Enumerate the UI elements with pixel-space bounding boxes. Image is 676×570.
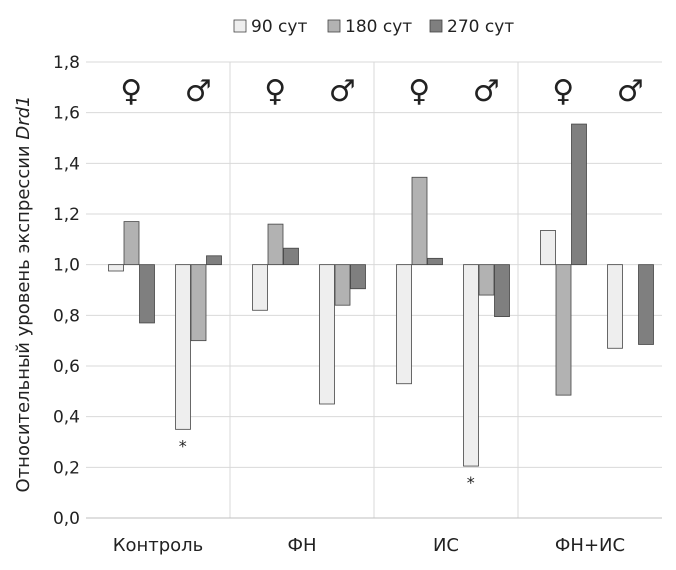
y-tick-label: 1,4 — [53, 154, 80, 174]
bar — [283, 247, 299, 266]
bar — [607, 264, 623, 349]
bar — [463, 264, 479, 467]
bar — [139, 264, 155, 324]
significance-marker: * — [467, 473, 475, 492]
bar — [396, 264, 412, 385]
female-icon: ♀ — [408, 74, 430, 109]
bar — [494, 264, 510, 317]
legend-swatch — [429, 19, 443, 33]
bar — [555, 264, 572, 396]
bars — [108, 123, 654, 467]
y-tick-label: 1,0 — [53, 256, 80, 276]
legend-label: 270 сут — [447, 17, 514, 37]
male-icon: ♂ — [329, 74, 356, 109]
axes: 0,0 0,2 0,4 0,6 0,8 1,0 1,2 1,4 1,6 1,8 Контроль ФН… — [13, 53, 662, 556]
bar — [350, 264, 366, 290]
y-tick-label: 1,8 — [53, 53, 80, 73]
bar — [123, 221, 140, 266]
y-axis-title: Относительный уровень экспрессии Drd1 — [13, 96, 34, 493]
bar — [252, 264, 268, 311]
y-tick-label: 0,8 — [53, 306, 80, 326]
male-icon: ♂ — [473, 74, 500, 109]
x-category-label: ФН+ИС — [555, 535, 625, 556]
y-tick-label: 0,0 — [53, 509, 80, 529]
y-tick-label: 1,2 — [53, 205, 80, 225]
y-tick-label: 0,4 — [53, 408, 80, 428]
y-tick-label: 1,6 — [53, 104, 80, 124]
labels: * * ♀ ♂ ♀ ♂ ♀ ♂ ♀ ♂ — [120, 74, 643, 492]
significance-marker: * — [179, 436, 187, 455]
x-category-label: Контроль — [113, 535, 204, 556]
bar — [411, 176, 428, 266]
bar — [319, 264, 335, 405]
female-icon: ♀ — [120, 74, 142, 109]
y-axis-title-text: Относительный уровень экспрессии — [13, 140, 34, 493]
bar — [571, 123, 587, 266]
y-tick-label: 0,6 — [53, 357, 80, 377]
male-icon: ♂ — [185, 74, 212, 109]
x-category-label: ИС — [433, 535, 459, 556]
legend-label: 90 сут — [251, 17, 307, 37]
bar — [427, 257, 443, 266]
legend-label: 180 сут — [345, 17, 412, 37]
bar — [334, 264, 351, 306]
legend-swatch — [327, 19, 341, 33]
x-category-label: ФН — [287, 535, 316, 556]
female-icon: ♀ — [264, 74, 286, 109]
bar — [540, 230, 556, 266]
legend-swatch — [233, 19, 247, 33]
bar — [267, 223, 284, 266]
male-icon: ♂ — [617, 74, 644, 109]
legend: 90 сут 180 сут 270 сут — [233, 17, 514, 37]
bar — [206, 255, 222, 266]
bar — [108, 264, 124, 272]
bar — [175, 264, 191, 430]
bar — [638, 264, 654, 345]
y-tick-label: 0,2 — [53, 458, 80, 478]
bar — [478, 264, 495, 296]
bar — [190, 264, 207, 342]
y-axis-title-gene: Drd1 — [13, 96, 34, 140]
female-icon: ♀ — [552, 74, 574, 109]
